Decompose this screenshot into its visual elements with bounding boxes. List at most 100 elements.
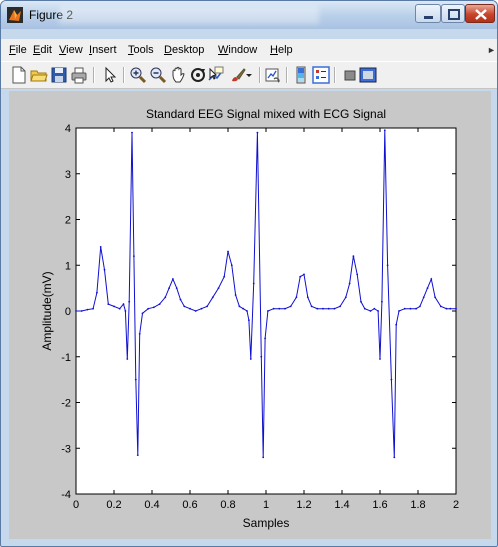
data-point (103, 268, 106, 271)
data-point (363, 307, 366, 310)
data-point (122, 303, 125, 305)
x-tick-label: 0 (73, 499, 79, 511)
data-point (128, 300, 131, 303)
x-tick-label: 1.6 (372, 499, 387, 511)
print-icon[interactable] (70, 66, 88, 84)
data-point (172, 278, 174, 280)
data-point (126, 358, 129, 360)
menu-help[interactable]: Help (270, 44, 293, 56)
hide-plot-tools-icon[interactable] (341, 66, 359, 84)
chart-title: Standard EEG Signal mixed with ECG Signa… (146, 107, 386, 121)
y-tick-label: 0 (65, 306, 71, 318)
data-point (386, 264, 389, 267)
menu-accelerator-key: E (33, 44, 41, 56)
x-tick-label: 1.4 (334, 499, 349, 511)
menu-insert[interactable]: Insert (89, 44, 117, 56)
toolbar-separator (123, 67, 125, 83)
x-tick-label: 0.2 (106, 499, 121, 511)
dock-arrow-icon[interactable]: ► (487, 45, 496, 55)
title-bar[interactable]: Figure 2 (1, 1, 497, 29)
figure-canvas[interactable]: Standard EEG Signal mixed with ECG Signa… (9, 91, 491, 539)
data-point (234, 294, 237, 296)
data-point (383, 129, 386, 132)
zoom-in-icon[interactable] (129, 66, 147, 84)
colorbar-icon[interactable] (292, 66, 310, 84)
menu-label-rest: iew (66, 44, 83, 56)
menu-view[interactable]: View (59, 44, 83, 56)
legend-icon[interactable] (312, 66, 330, 84)
menu-label-rest: ools (133, 44, 154, 56)
data-point (439, 305, 442, 308)
data-point (194, 310, 197, 312)
data-point (211, 296, 214, 299)
brush-icon[interactable] (229, 66, 247, 84)
menu-accelerator-key: H (270, 44, 278, 56)
data-point (422, 296, 425, 299)
menu-desktop[interactable]: Desktop (164, 44, 204, 56)
menu-accelerator-key: W (218, 44, 229, 56)
menu-file[interactable]: File (9, 44, 27, 56)
x-tick-label: 1 (263, 499, 269, 511)
data-point (153, 306, 155, 309)
menu-accelerator-key: D (164, 44, 172, 56)
open-file-icon[interactable] (30, 66, 48, 84)
toolbar-separator (93, 67, 95, 83)
data-point (299, 275, 302, 278)
data-point (333, 307, 336, 310)
data-point (118, 307, 121, 310)
data-point (379, 358, 381, 360)
data-cursor-icon[interactable] (207, 66, 225, 84)
pointer-icon[interactable] (101, 66, 119, 84)
data-point (377, 310, 379, 312)
menu-edit[interactable]: Edit (33, 44, 52, 56)
toolbar-separator (259, 67, 261, 83)
data-point (284, 307, 286, 310)
data-point (138, 333, 141, 335)
axes-background (75, 127, 457, 495)
menu-tools[interactable]: Tools (128, 44, 154, 56)
data-point (242, 307, 245, 310)
x-tick-label: 0.6 (182, 499, 197, 511)
data-point (133, 255, 135, 257)
data-point (316, 307, 319, 310)
close-button[interactable] (465, 4, 495, 23)
brush-dropdown-icon[interactable] (245, 66, 253, 84)
data-point (256, 131, 259, 134)
data-point (183, 305, 186, 308)
show-plot-tools-icon[interactable] (359, 66, 377, 84)
data-point (393, 456, 396, 459)
save-icon[interactable] (50, 66, 68, 84)
data-point (348, 282, 351, 285)
data-point (390, 378, 393, 381)
new-figure-icon[interactable] (10, 66, 28, 84)
line-chart[interactable]: Standard EEG Signal mixed with ECG Signa… (9, 91, 491, 539)
data-point (322, 307, 324, 310)
data-point (455, 307, 457, 310)
data-point (327, 307, 330, 310)
data-point (272, 307, 275, 310)
zoom-out-icon[interactable] (149, 66, 167, 84)
data-point (344, 296, 347, 299)
y-tick-label: -3 (61, 443, 71, 455)
rotate-icon[interactable] (189, 66, 207, 84)
data-point (206, 305, 209, 308)
data-point (158, 303, 161, 305)
link-plot-icon[interactable] (264, 66, 282, 84)
x-tick-label: 0.8 (220, 499, 235, 511)
menu-accelerator-key: I (89, 44, 93, 56)
maximize-button[interactable] (441, 4, 465, 23)
minimize-button[interactable] (415, 4, 441, 23)
data-point (289, 305, 292, 308)
menu-accelerator-key: F (9, 44, 16, 56)
menu-label-rest: indow (228, 44, 258, 56)
data-point (164, 296, 167, 299)
data-point (369, 310, 372, 312)
menu-window[interactable]: Window (218, 44, 257, 56)
data-point (217, 287, 220, 289)
y-tick-label: -2 (61, 398, 71, 410)
data-point (262, 456, 265, 459)
y-tick-label: -1 (61, 352, 71, 364)
pan-icon[interactable] (169, 66, 187, 84)
data-point (352, 255, 355, 257)
data-point (168, 287, 171, 289)
